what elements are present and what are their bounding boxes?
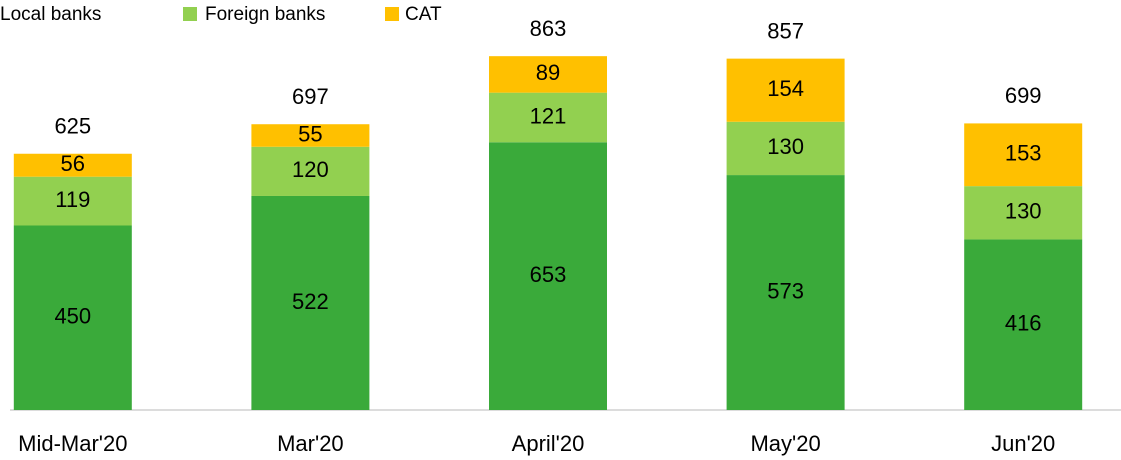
legend-label: Local banks: [0, 4, 101, 25]
bar-segment: [964, 186, 1083, 240]
data-label: 416: [1005, 311, 1042, 336]
x-tick-label: Mar'20: [277, 431, 344, 456]
data-label: 154: [767, 76, 804, 101]
bar-segment: [251, 146, 370, 196]
total-label: 699: [1005, 83, 1042, 108]
legend-label: CAT: [405, 4, 442, 25]
bar-segment: [964, 239, 1083, 410]
bar-segment: [489, 56, 607, 93]
bar-segment: [489, 92, 607, 143]
data-label: 653: [530, 262, 567, 287]
data-label: 450: [54, 304, 91, 329]
data-label: 522: [292, 289, 329, 314]
x-tick-label: April'20: [512, 431, 585, 456]
bar-segment: [726, 58, 845, 122]
x-tick-label: May'20: [750, 431, 820, 456]
legend-label: Foreign banks: [205, 4, 325, 25]
bar-segment: [726, 121, 845, 176]
bar-segment: [964, 123, 1083, 187]
data-label: 121: [530, 103, 567, 128]
x-tick-label: Mid-Mar'20: [18, 431, 127, 456]
data-label: 55: [298, 121, 322, 146]
data-label: 89: [536, 60, 560, 85]
bar-segment: [13, 176, 132, 226]
bar-segment: [489, 142, 607, 410]
total-label: 857: [767, 18, 804, 43]
data-label: 56: [61, 151, 85, 176]
bar-segment: [726, 175, 845, 410]
total-label: 863: [530, 16, 567, 41]
data-label: 573: [767, 278, 804, 303]
bar-segment: [251, 124, 370, 147]
data-label: 119: [55, 187, 90, 212]
legend-swatch: [183, 7, 197, 21]
bar-segment: [13, 153, 132, 177]
total-label: 697: [292, 84, 329, 109]
data-label: 120: [292, 157, 329, 182]
data-label: 130: [1005, 199, 1042, 224]
legend-swatch: [385, 7, 399, 21]
data-label: 130: [767, 134, 804, 159]
bar-segment: [13, 225, 132, 410]
total-label: 625: [54, 114, 91, 139]
data-label: 153: [1005, 141, 1042, 166]
bar-segment: [251, 195, 370, 410]
x-tick-label: Jun'20: [991, 431, 1055, 456]
